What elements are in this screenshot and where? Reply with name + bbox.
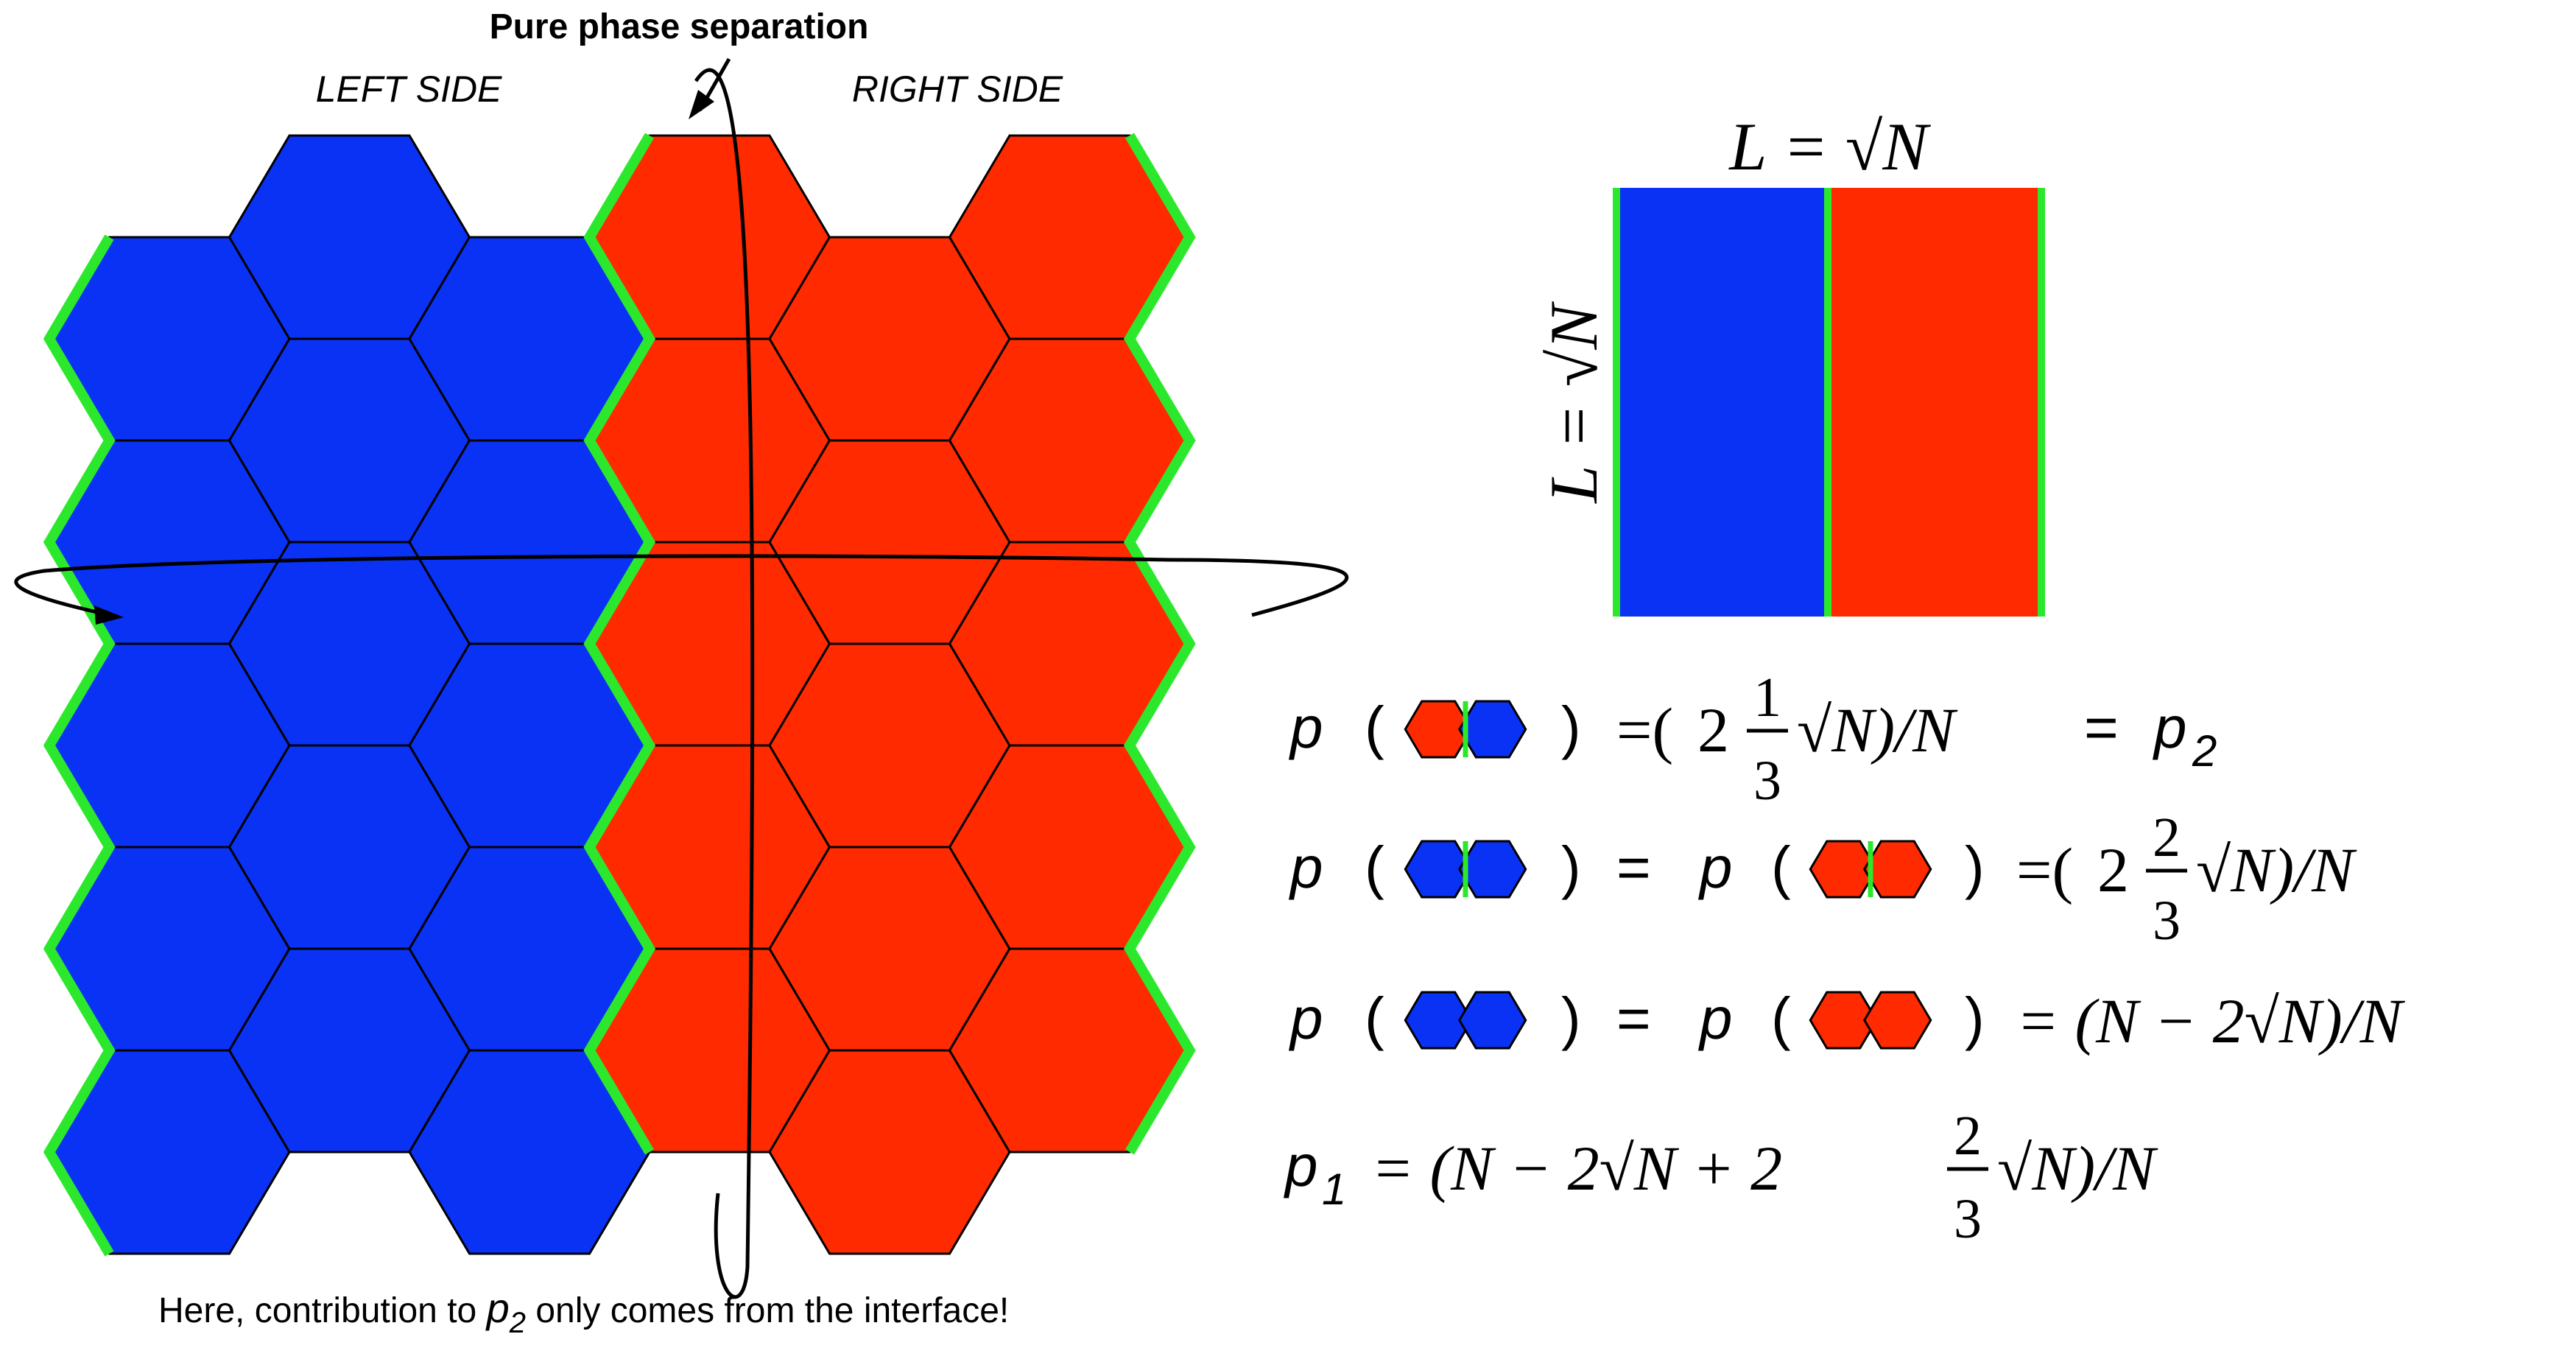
eq2-tail: √N)/N [2196,835,2357,905]
interface-boundary [583,133,656,1155]
eq1-whole: 2 [1697,695,1729,765]
pair-hexagon-right [1458,700,1527,759]
eq1-p2-sub: 2 [2192,726,2217,776]
eq4-tail: √N)/N [1997,1133,2158,1204]
eq1-tail: √N)/N [1797,695,1958,765]
eq2-lhs: p [1289,835,1323,900]
equation-3: p ( ) = p ( ) = (N − 2√N)/N [1289,986,2406,1056]
equations: p ( ) =( 2 1 3 √N)/N = p 2 p ( ) = p ( )… [1284,667,2406,1250]
square-red-half [1828,188,2041,617]
eq1-den: 3 [1753,750,1781,812]
eq3-red-red-pair [1809,991,1932,1050]
eq2-open-paren: ( [1365,835,1384,900]
eq2-open-paren-b: ( [1771,835,1791,900]
left-boundary [43,234,116,1257]
eq2-red-red-interface-pair [1809,840,1932,899]
eq1-lhs: p [1289,695,1323,760]
eq2-equals: = [1616,835,1651,900]
hexagon-lattice [48,134,1192,1255]
eq1-eq-symbol: = [2084,695,2119,760]
eq4-lhs-sub: 1 [1322,1165,1346,1214]
eq4-rhs-start: = (N − 2√N + 2 [1371,1133,1782,1204]
eq2-num: 2 [2153,807,2181,868]
caption-before: Here, contribution to [158,1291,487,1330]
eq1-num: 1 [1753,667,1781,729]
eq3-equals: = [1616,986,1651,1051]
caption-after: only comes from the interface! [526,1291,1009,1330]
eq1-close-paren: ) [1561,695,1581,760]
eq1-open-paren: ( [1365,695,1384,760]
eq3-lhs: p [1289,986,1323,1051]
eq3-rhs: = (N − 2√N)/N [2016,986,2406,1056]
pair-hexagon-right [1458,840,1527,899]
eq2-close-paren-b: ) [1965,835,1985,900]
equation-2: p ( ) = p ( ) =( 2 2 3 √N)/N [1289,807,2357,952]
eq3-open-paren-b: ( [1771,986,1791,1051]
right-boundary [1123,133,1196,1155]
horizontal-loop-arrow [14,554,1349,625]
green-boundaries [43,133,1196,1257]
caption: Here, contribution to p2 only comes from… [158,1285,1009,1339]
eq1-rhs-start: =( [1616,695,1673,765]
eq3-close-paren: ) [1561,986,1581,1051]
eq2-rhs-start: =( [2016,835,2073,905]
eq1-red-blue-interface-pair [1404,700,1527,759]
square-blue-half [1616,188,1828,617]
left-side-label: LEFT SIDE [316,69,502,110]
eq3-open-paren: ( [1365,986,1384,1051]
pair-hexagon-right [1863,991,1932,1050]
pair-hexagon-right [1863,840,1932,899]
eq2-den: 3 [2153,890,2181,952]
eq1-p2: p [2153,695,2187,760]
square-schematic: L = √N L = √N [1536,109,2045,617]
eq3-blue-blue-pair [1404,991,1527,1050]
eq4-lhs: p [1284,1133,1318,1198]
square-top-label: L = √N [1728,109,1931,184]
caption-symbol: p [485,1285,510,1331]
eq2-blue-blue-interface-pair [1404,840,1527,899]
equation-4: p 1 = (N − 2√N + 2 2 3 √N)/N [1284,1105,2158,1250]
right-side-label: RIGHT SIDE [852,69,1063,110]
square-side-label: L = √N [1536,301,1611,505]
figure-title: Pure phase separation [490,7,869,46]
eq3-lhs-b: p [1698,986,1733,1051]
eq2-lhs-b: p [1698,835,1733,900]
eq2-whole: 2 [2097,835,2129,905]
caption-subscript: 2 [509,1307,526,1339]
pair-hexagon-right [1458,991,1527,1050]
vertical-loop-arrow [689,57,755,1299]
eq4-num: 2 [1954,1105,1982,1167]
eq3-close-paren-b: ) [1965,986,1985,1051]
eq2-close-paren: ) [1561,835,1581,900]
equation-1: p ( ) =( 2 1 3 √N)/N = p 2 [1289,667,2217,812]
eq4-den: 3 [1954,1188,1982,1250]
